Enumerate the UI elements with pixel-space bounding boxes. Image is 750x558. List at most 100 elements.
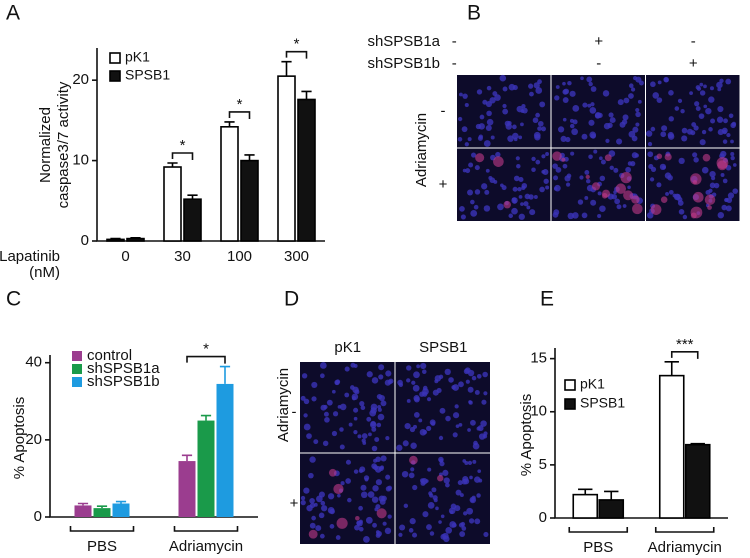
- cell-nucleus: [554, 95, 560, 101]
- cell-nucleus: [377, 407, 382, 412]
- y-tick-label: 0: [81, 232, 89, 249]
- legend-swatch: [72, 377, 82, 387]
- apoptotic-cell: [615, 183, 627, 194]
- cell-nucleus: [681, 127, 688, 134]
- cell-nucleus: [562, 81, 566, 86]
- cell-nucleus: [701, 166, 709, 174]
- legend-label: shSPSB1b: [87, 373, 160, 390]
- cell-nucleus: [412, 484, 418, 491]
- column-header: pK1: [334, 339, 361, 356]
- cell-nucleus: [301, 373, 308, 379]
- y-tick-label: 40: [25, 354, 42, 371]
- cell-nucleus: [614, 198, 621, 205]
- cell-nucleus: [508, 83, 516, 91]
- cell-nucleus: [373, 458, 378, 463]
- error-bar: [77, 502, 89, 506]
- cell-nucleus: [492, 91, 498, 97]
- row-label: Adriamycin: [413, 113, 430, 187]
- cell-nucleus: [458, 381, 464, 388]
- cell-nucleus: [303, 398, 310, 405]
- cell-nucleus: [474, 165, 480, 171]
- cell-nucleus: [474, 476, 481, 483]
- cell-nucleus: [557, 126, 565, 133]
- cell-nucleus: [717, 87, 722, 92]
- cell-nucleus: [438, 520, 442, 524]
- cell-nucleus: [353, 469, 359, 474]
- cell-nucleus: [634, 153, 639, 158]
- cell-nucleus: [460, 214, 466, 220]
- apoptotic-cell: [692, 179, 698, 185]
- cell-nucleus: [494, 94, 501, 101]
- cell-nucleus: [467, 428, 471, 432]
- cell-nucleus: [545, 152, 550, 156]
- cell-nucleus: [507, 135, 514, 142]
- cell-nucleus: [384, 527, 392, 535]
- cell-nucleus: [363, 535, 370, 543]
- bar: [684, 443, 711, 519]
- cell-nucleus: [508, 213, 514, 219]
- bar: [572, 493, 599, 519]
- cell-nucleus: [628, 83, 634, 89]
- error-bar: [181, 454, 193, 462]
- significance-bracket: [171, 152, 194, 160]
- cell-nucleus: [599, 205, 606, 212]
- error-bar: [604, 490, 619, 500]
- condition-sign: -: [596, 55, 601, 72]
- cell-nucleus: [309, 502, 316, 508]
- cell-nucleus: [585, 178, 591, 184]
- cell-nucleus: [412, 532, 418, 538]
- cell-nucleus: [460, 521, 466, 527]
- cell-nucleus: [431, 487, 437, 493]
- cell-nucleus: [693, 157, 699, 163]
- cell-nucleus: [445, 527, 453, 534]
- cell-nucleus: [358, 526, 364, 532]
- cell-nucleus: [650, 126, 656, 132]
- cell-nucleus: [725, 205, 732, 212]
- bar: [240, 159, 259, 242]
- apoptotic-cell: [333, 483, 344, 495]
- cell-nucleus: [385, 474, 391, 480]
- cell-nucleus: [309, 497, 315, 504]
- cell-nucleus: [597, 191, 602, 196]
- cell-nucleus: [313, 439, 319, 445]
- cell-nucleus: [555, 85, 560, 89]
- cell-nucleus: [449, 521, 457, 528]
- cell-nucleus: [616, 138, 623, 145]
- cell-nucleus: [716, 116, 724, 123]
- cell-nucleus: [570, 151, 575, 156]
- apoptotic-cell: [602, 189, 611, 198]
- cell-nucleus: [429, 531, 435, 536]
- cell-nucleus: [481, 399, 487, 405]
- cell-nucleus: [721, 204, 728, 211]
- cell-nucleus: [726, 132, 731, 138]
- cell-nucleus: [439, 407, 446, 414]
- cell-nucleus: [377, 413, 385, 421]
- legend-swatch: [109, 70, 121, 82]
- cell-nucleus: [613, 190, 617, 194]
- bar: [277, 75, 296, 242]
- cell-nucleus: [371, 426, 377, 432]
- cell-nucleus: [587, 103, 592, 108]
- cell-nucleus: [363, 475, 370, 481]
- group-bracket: [568, 527, 629, 533]
- cell-nucleus: [532, 117, 539, 124]
- cell-nucleus: [594, 112, 601, 119]
- cell-nucleus: [709, 170, 716, 178]
- cell-nucleus: [406, 399, 411, 403]
- cell-nucleus: [677, 98, 683, 104]
- cell-nucleus: [474, 389, 480, 395]
- cell-nucleus: [564, 175, 571, 182]
- cell-nucleus: [353, 430, 358, 435]
- cell-nucleus: [419, 478, 425, 484]
- cell-nucleus: [368, 432, 372, 437]
- cell-nucleus: [410, 442, 417, 449]
- cell-nucleus: [730, 139, 734, 144]
- row-sign: -: [292, 403, 297, 420]
- condition-sign: -: [452, 55, 457, 72]
- bar: [598, 499, 625, 519]
- y-axis-label: caspase3/7 activity: [55, 81, 72, 208]
- cell-nucleus: [464, 367, 471, 374]
- cell-nucleus: [567, 80, 572, 86]
- cell-nucleus: [403, 503, 409, 509]
- cell-nucleus: [703, 104, 708, 109]
